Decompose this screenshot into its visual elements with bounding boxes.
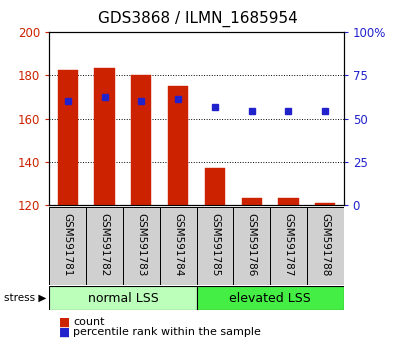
Bar [131, 75, 151, 205]
Bar [278, 198, 299, 205]
Text: normal LSS: normal LSS [88, 292, 158, 304]
Bar [86, 207, 123, 285]
Bar [242, 198, 262, 205]
Text: stress ▶: stress ▶ [4, 293, 46, 303]
Text: GSM591782: GSM591782 [100, 212, 109, 276]
Bar [197, 207, 233, 285]
Text: GSM591788: GSM591788 [320, 212, 330, 276]
Bar [49, 207, 86, 285]
Text: GSM591786: GSM591786 [247, 212, 257, 276]
Bar [168, 86, 188, 205]
Text: GSM591783: GSM591783 [136, 212, 146, 276]
Text: percentile rank within the sample: percentile rank within the sample [73, 327, 261, 337]
Bar [49, 286, 197, 310]
Text: GDS3868 / ILMN_1685954: GDS3868 / ILMN_1685954 [98, 11, 297, 27]
Bar [160, 207, 197, 285]
Bar [58, 70, 78, 205]
Text: elevated LSS: elevated LSS [229, 292, 311, 304]
Text: GSM591787: GSM591787 [284, 212, 293, 276]
Bar [315, 203, 335, 205]
Bar [307, 207, 344, 285]
Text: GSM591781: GSM591781 [63, 212, 73, 276]
Text: ■: ■ [59, 316, 70, 329]
Text: ■: ■ [59, 326, 70, 339]
Bar [94, 68, 115, 205]
Bar [233, 207, 270, 285]
Bar [205, 169, 225, 205]
Bar [123, 207, 160, 285]
Text: GSM591785: GSM591785 [210, 212, 220, 276]
Bar [197, 286, 344, 310]
Text: GSM591784: GSM591784 [173, 212, 183, 276]
Bar [270, 207, 307, 285]
Text: count: count [73, 317, 105, 327]
